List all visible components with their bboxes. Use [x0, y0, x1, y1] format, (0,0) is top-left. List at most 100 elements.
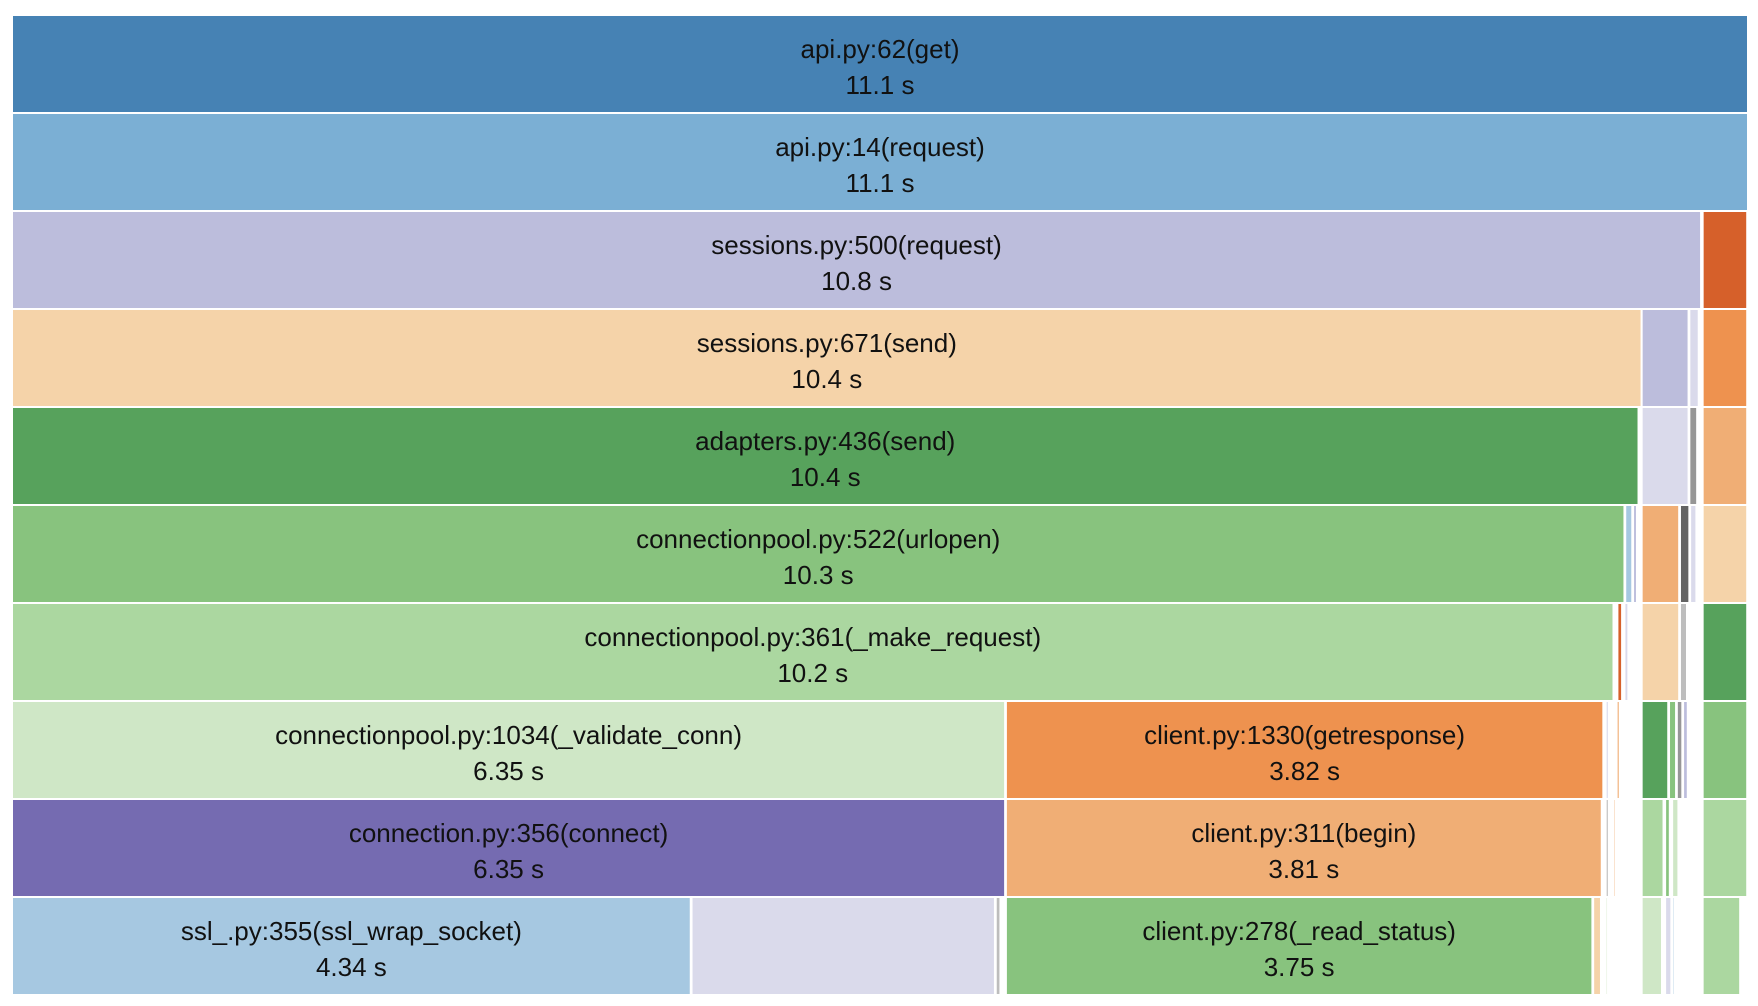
frame[interactable] — [1640, 896, 1663, 996]
frame[interactable] — [1688, 406, 1699, 506]
frame-rect — [1615, 700, 1621, 800]
frame-rect — [1604, 896, 1610, 996]
frame-rect — [1668, 700, 1678, 800]
frame[interactable] — [1701, 602, 1749, 702]
frame[interactable]: sessions.py:500(request) 10.8 s — [11, 210, 1703, 310]
frame-rect — [1701, 700, 1749, 800]
frame[interactable]: connectionpool.py:1034(_validate_conn) 6.… — [11, 700, 1007, 800]
frame-rect — [1689, 504, 1698, 604]
frame[interactable]: client.py:1330(getresponse) 3.82 s — [1004, 700, 1605, 800]
frame[interactable] — [1678, 504, 1691, 604]
frame[interactable] — [1640, 700, 1670, 800]
frame-rect — [1671, 798, 1680, 898]
frame[interactable]: client.py:311(begin) 3.81 s — [1004, 798, 1603, 898]
frame[interactable] — [1671, 896, 1676, 996]
frame[interactable] — [1668, 700, 1678, 800]
frame[interactable]: connectionpool.py:361(_make_request) 10.2… — [11, 602, 1615, 702]
frame-rect — [1678, 602, 1689, 702]
frame-rect — [1664, 798, 1671, 898]
frame[interactable] — [1612, 798, 1617, 898]
frame[interactable] — [1616, 602, 1624, 702]
frame[interactable] — [1640, 602, 1681, 702]
frame[interactable] — [1701, 504, 1749, 604]
frame-rect — [1640, 406, 1690, 506]
frame[interactable] — [1671, 798, 1680, 898]
frame-name-label: connectionpool.py:361(_make_request) — [584, 622, 1041, 652]
frame-name-label: adapters.py:436(send) — [695, 426, 955, 456]
frame[interactable] — [1640, 798, 1665, 898]
frame-name-label: ssl_.py:355(ssl_wrap_socket) — [181, 916, 522, 946]
frame[interactable]: sessions.py:671(send) 10.4 s — [11, 308, 1643, 408]
frame[interactable] — [1688, 308, 1700, 408]
frame[interactable] — [1701, 700, 1749, 800]
frame[interactable] — [1640, 504, 1681, 604]
frame-rect — [11, 700, 1007, 800]
frame[interactable] — [1604, 798, 1610, 898]
frame-rect — [1640, 798, 1665, 898]
frame-rect — [1701, 504, 1749, 604]
frame-time-label: 10.4 s — [790, 462, 861, 492]
frame[interactable] — [1678, 602, 1689, 702]
frame-name-label: client.py:278(_read_status) — [1142, 916, 1456, 946]
frame[interactable] — [1664, 798, 1671, 898]
frame-name-label: connectionpool.py:1034(_validate_conn) — [275, 720, 742, 750]
frame[interactable] — [994, 896, 1002, 996]
frame[interactable] — [1632, 504, 1638, 604]
frame-rect — [1675, 700, 1684, 800]
frame[interactable]: api.py:62(get) 11.1 s — [11, 14, 1749, 114]
frame[interactable] — [1701, 308, 1749, 408]
frame[interactable] — [1689, 504, 1698, 604]
frame-rect — [1624, 504, 1634, 604]
frame[interactable] — [1664, 896, 1673, 996]
frame-rect — [1604, 798, 1610, 898]
frame[interactable]: client.py:278(_read_status) 3.75 s — [1004, 896, 1594, 996]
frame-rect — [1664, 896, 1673, 996]
frame-time-label: 11.1 s — [846, 70, 915, 100]
frame[interactable]: connectionpool.py:522(urlopen) 10.3 s — [11, 504, 1626, 604]
frame-rect — [1682, 700, 1689, 800]
frame[interactable] — [1604, 700, 1610, 800]
frame[interactable]: adapters.py:436(send) 10.4 s — [11, 406, 1640, 506]
frame-rect — [1640, 504, 1681, 604]
frame[interactable] — [1682, 700, 1689, 800]
frame-rect — [1701, 602, 1749, 702]
frame[interactable] — [1701, 406, 1749, 506]
frame-rect — [1640, 602, 1681, 702]
frame-rect — [1612, 798, 1617, 898]
frame[interactable] — [1701, 798, 1749, 898]
frame-rect — [1004, 896, 1594, 996]
frame[interactable] — [1592, 896, 1602, 996]
frame[interactable] — [1624, 504, 1634, 604]
frame[interactable] — [1701, 210, 1749, 310]
frame-time-label: 10.2 s — [777, 658, 848, 688]
frame[interactable] — [1615, 700, 1621, 800]
frame-rect — [1616, 602, 1624, 702]
frame-name-label: client.py:311(begin) — [1191, 818, 1416, 848]
frame-rect — [994, 896, 1002, 996]
frame-name-label: sessions.py:500(request) — [711, 230, 1001, 260]
frame[interactable] — [1640, 406, 1690, 506]
frame-rect — [1592, 896, 1602, 996]
frame-time-label: 10.8 s — [821, 266, 892, 296]
frame-name-label: connection.py:356(connect) — [349, 818, 668, 848]
frame-rect — [1632, 504, 1638, 604]
frame-time-label: 3.75 s — [1264, 952, 1335, 982]
frame-rect — [11, 210, 1703, 310]
frame[interactable] — [690, 896, 996, 996]
frame-rect — [1701, 798, 1749, 898]
frame[interactable] — [1701, 896, 1742, 996]
frame[interactable]: connection.py:356(connect) 6.35 s — [11, 798, 1007, 898]
frame-name-label: api.py:14(request) — [775, 132, 985, 162]
frame[interactable] — [1604, 896, 1610, 996]
frame[interactable]: ssl_.py:355(ssl_wrap_socket) 4.34 s — [11, 896, 692, 996]
frame-rect — [1688, 406, 1699, 506]
frame[interactable] — [1640, 308, 1690, 408]
frame-name-label: sessions.py:671(send) — [697, 328, 957, 358]
frame[interactable] — [1675, 700, 1684, 800]
frame-rect — [1701, 210, 1749, 310]
frame-name-label: connectionpool.py:522(urlopen) — [636, 524, 1000, 554]
frame[interactable]: api.py:14(request) 11.1 s — [11, 112, 1749, 212]
frame[interactable] — [1623, 602, 1630, 702]
frame-time-label: 10.3 s — [783, 560, 854, 590]
